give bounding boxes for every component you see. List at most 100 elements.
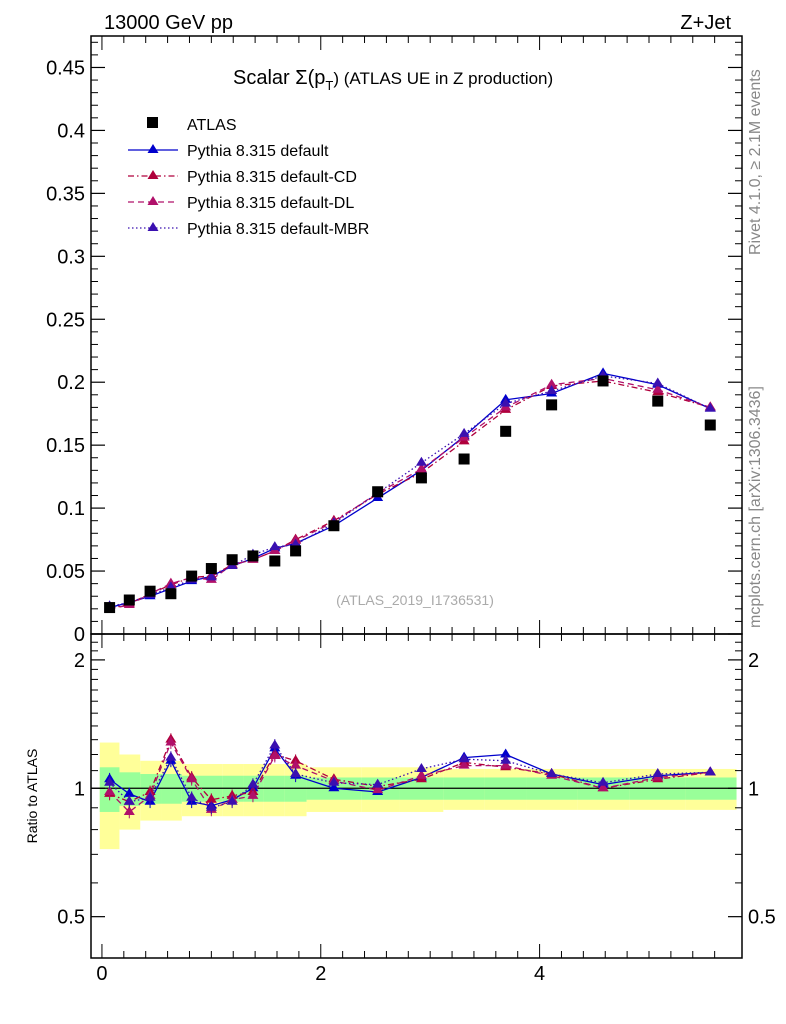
legend-marker-mbr xyxy=(147,222,159,231)
main-y-tick-label: 0.4 xyxy=(57,120,85,142)
main-line-dl xyxy=(109,377,711,610)
legend-label-atlas: ATLAS xyxy=(187,117,237,134)
ratio-x-tick-label: 0 xyxy=(96,963,107,985)
ratio-marker-mbr xyxy=(500,754,512,764)
main-y-tick-label: 0.45 xyxy=(46,57,85,79)
main-marker-mbr xyxy=(290,538,302,548)
ratio-marker-mbr xyxy=(186,791,198,801)
main-y-tick-label: 0.25 xyxy=(46,309,85,331)
ratio-marker-mbr xyxy=(226,795,238,805)
ratio-marker-default xyxy=(500,748,512,758)
ratio-y-tick-label-right: 2 xyxy=(748,650,759,672)
main-y-tick-label: 0.3 xyxy=(57,246,85,268)
main-series-markers xyxy=(104,367,716,614)
main-line-mbr xyxy=(109,375,711,607)
main-marker-atlas xyxy=(269,555,281,567)
ratio-y-tick-label: 1 xyxy=(74,778,85,800)
ratio-marker-mbr xyxy=(290,768,302,778)
mcplots-label: mcplots.cern.ch [arXiv:1306.3436] xyxy=(747,386,764,628)
ratio-x-axis: 0 2 4 xyxy=(96,634,716,985)
main-y-axis: 0 0.05 0.1 0.15 0.2 0.25 0.3 0.35 0.4 0.45 xyxy=(46,41,742,646)
chart-title: Scalar Σ(pT) (ATLAS UE in Z production) xyxy=(233,67,553,93)
legend-marker-default xyxy=(147,144,159,153)
main-marker-dl xyxy=(415,463,427,473)
main-marker-mbr xyxy=(165,581,177,591)
main-marker-mbr xyxy=(652,377,664,387)
ratio-frame xyxy=(90,633,743,959)
ratio-marker-mbr xyxy=(269,739,281,749)
main-marker-atlas xyxy=(144,585,156,597)
main-series-lines xyxy=(109,372,711,610)
title-main: Scalar xyxy=(233,67,295,89)
ratio-x-tick-label: 4 xyxy=(534,963,545,985)
main-marker-atlas xyxy=(186,570,198,582)
main-y-tick-label: 0.05 xyxy=(46,561,85,583)
main-marker-atlas xyxy=(104,602,116,614)
main-marker-atlas xyxy=(500,425,512,437)
ratio-marker-mbr xyxy=(123,795,135,805)
ratio-marker-mbr xyxy=(415,762,427,772)
legend-marker-cd xyxy=(147,170,159,179)
ratio-y-tick-label-right: 1 xyxy=(748,778,759,800)
title-subscript: T xyxy=(325,78,333,93)
main-marker-mbr xyxy=(205,571,217,581)
main-line-cd xyxy=(109,380,711,610)
ratio-marker-dl xyxy=(372,784,384,794)
main-marker-atlas xyxy=(458,453,470,465)
main-marker-atlas xyxy=(704,419,716,431)
main-y-tick-label: 0 xyxy=(74,624,85,646)
ratio-marker-mbr xyxy=(104,776,116,786)
header-energy-label: 13000 GeV pp xyxy=(104,12,233,34)
main-marker-dl xyxy=(546,378,558,388)
main-y-tick-label: 0.15 xyxy=(46,435,85,457)
legend-marker-atlas xyxy=(147,117,158,128)
main-marker-atlas xyxy=(165,588,177,600)
main-marker-atlas xyxy=(372,486,384,498)
ratio-marker-dl xyxy=(104,786,116,796)
rivet-version-label: Rivet 4.1.0, ≥ 2.1M events xyxy=(747,69,764,255)
legend-label-mbr: Pythia 8.315 default-MBR xyxy=(187,221,369,238)
ratio-y-tick-label-right: 0.5 xyxy=(748,907,776,929)
main-marker-atlas xyxy=(328,520,340,532)
legend-label-dl: Pythia 8.315 default-DL xyxy=(187,195,354,212)
ratio-uncertainty-bands xyxy=(99,742,737,850)
main-x-axis xyxy=(101,36,716,634)
title-sigma: Σ(p xyxy=(295,67,325,89)
main-line-default xyxy=(109,372,711,609)
ratio-series-markers xyxy=(104,733,716,819)
ratio-marker-mbr xyxy=(458,753,470,763)
main-marker-dl xyxy=(652,383,664,393)
ratio-marker-mbr xyxy=(652,768,664,778)
ratio-marker-mbr xyxy=(597,776,609,786)
ratio-marker-mbr xyxy=(328,776,340,786)
legend: ATLAS Pythia 8.315 default Pythia 8.315 … xyxy=(128,117,369,238)
ratio-y-tick-label: 0.5 xyxy=(57,907,85,929)
main-y-tick-label: 0.1 xyxy=(57,498,85,520)
header-process-label: Z+Jet xyxy=(680,12,731,34)
ratio-marker-dl xyxy=(186,773,198,783)
title-rest: ) (ATLAS UE in Z production) xyxy=(333,69,553,88)
main-marker-mbr xyxy=(500,397,512,407)
ratio-y-tick-label: 2 xyxy=(74,650,85,672)
ratio-marker-dl xyxy=(165,736,177,746)
ratio-marker-mbr xyxy=(247,778,259,788)
ratio-marker-dl xyxy=(458,759,470,769)
ratio-marker-cd xyxy=(205,793,217,803)
ratio-marker-default xyxy=(123,787,135,797)
main-marker-atlas xyxy=(290,545,302,557)
ratio-marker-mbr xyxy=(144,791,156,801)
ratio-marker-mbr xyxy=(165,751,177,761)
main-marker-atlas xyxy=(247,550,259,562)
ratio-marker-dl xyxy=(123,805,135,815)
legend-label-cd: Pythia 8.315 default-CD xyxy=(187,169,357,186)
ratio-marker-dl xyxy=(597,782,609,792)
legend-marker-dl xyxy=(147,196,159,205)
ratio-marker-mbr xyxy=(546,768,558,778)
ratio-y-axis: 0.5 0.5 1 1 2 2 xyxy=(57,633,776,959)
main-marker-mbr xyxy=(415,456,427,466)
main-marker-mbr xyxy=(458,427,470,437)
main-marker-atlas xyxy=(546,399,558,411)
main-marker-atlas xyxy=(205,563,217,575)
main-y-tick-label: 0.2 xyxy=(57,372,85,394)
ratio-x-tick-label: 2 xyxy=(315,963,326,985)
